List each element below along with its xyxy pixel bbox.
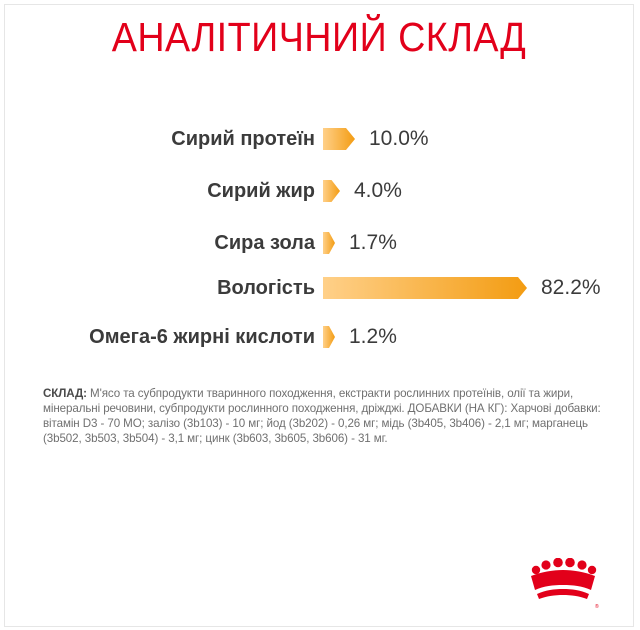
nutrient-row: Вологість 82.2% xyxy=(5,272,633,304)
bar-shape xyxy=(323,128,355,150)
nutrient-bar xyxy=(323,128,357,150)
nutrient-row: Сирий жир 4.0% xyxy=(5,175,633,207)
bar-arrow xyxy=(323,326,335,348)
bar-arrow xyxy=(323,277,527,299)
bar-shape xyxy=(323,232,335,254)
bar-arrow xyxy=(323,232,335,254)
nutrient-value: 1.7% xyxy=(349,231,397,254)
nutrient-bar xyxy=(323,180,342,202)
page-title: АНАЛІТИЧНИЙ СКЛАД xyxy=(111,14,527,60)
bar-shape xyxy=(323,277,527,299)
nutrient-label: Сирий протеїн xyxy=(171,128,315,150)
bar-arrow xyxy=(323,180,340,202)
nutrient-bar xyxy=(323,232,337,254)
nutrient-label: Вологість xyxy=(217,277,315,299)
nutrient-bar xyxy=(323,277,529,299)
nutrient-row: Сира зола 1.7% xyxy=(5,227,633,259)
composition-text: СКЛАД: М'ясо та субпродукти тваринного п… xyxy=(43,386,613,446)
nutrient-label: Сирий жир xyxy=(207,180,315,202)
panel: АНАЛІТИЧНИЙ СКЛАД Сирий протеїн 10.0% Си… xyxy=(4,4,634,627)
nutrient-value: 82.2% xyxy=(541,276,601,299)
royal-canin-crown-icon: ® xyxy=(531,558,599,610)
nutrient-bar xyxy=(323,326,337,348)
nutrient-value: 10.0% xyxy=(369,127,429,150)
composition-body: М'ясо та субпродукти тваринного походжен… xyxy=(43,387,601,445)
nutrient-label: Сира зола xyxy=(214,232,315,254)
nutrient-label: Омега-6 жирні кислоти xyxy=(89,326,315,348)
svg-text:®: ® xyxy=(595,603,599,610)
bar-shape xyxy=(323,180,340,202)
nutrient-value: 4.0% xyxy=(354,179,402,202)
bar-shape xyxy=(323,326,335,348)
bar-arrow xyxy=(323,128,355,150)
nutrient-row: Омега-6 жирні кислоти 1.2% xyxy=(5,321,633,353)
composition-heading: СКЛАД: xyxy=(43,387,87,400)
nutrient-value: 1.2% xyxy=(349,325,397,348)
nutrient-row: Сирий протеїн 10.0% xyxy=(5,123,633,155)
